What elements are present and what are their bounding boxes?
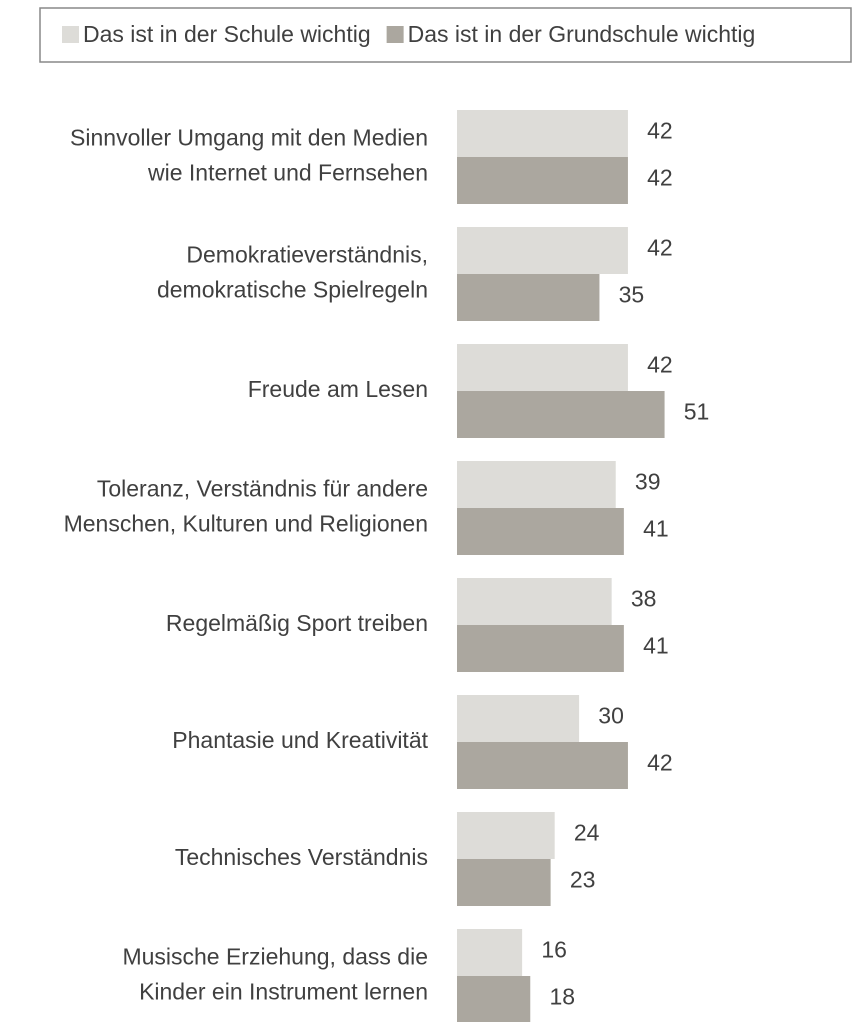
category-label: Technisches Verständnis [175, 844, 428, 870]
value-label: 23 [570, 867, 596, 893]
category-label: Sinnvoller Umgang mit den Medien [70, 125, 428, 151]
bar [457, 929, 523, 976]
category-label: wie Internet und Fernsehen [147, 160, 428, 186]
bar [457, 625, 624, 672]
bar [457, 461, 616, 508]
legend-box [39, 7, 852, 63]
category-label: Demokratieverständnis, [186, 242, 428, 268]
value-label: 35 [619, 282, 645, 308]
legend-label: Das ist in der Grundschule wichtig [408, 21, 756, 47]
bar [457, 227, 628, 274]
value-label: 18 [549, 984, 575, 1010]
value-label: 24 [574, 820, 600, 846]
value-label: 42 [647, 235, 673, 261]
value-label: 42 [647, 165, 673, 191]
bar [457, 157, 628, 204]
category-label: demokratische Spielregeln [157, 277, 428, 303]
value-label: 30 [598, 703, 624, 729]
category-label: Freude am Lesen [248, 376, 428, 402]
bar [457, 508, 624, 555]
bar [457, 812, 555, 859]
category-label: Phantasie und Kreativität [172, 727, 428, 753]
bar [457, 859, 551, 906]
value-label: 51 [684, 399, 710, 425]
bar [457, 742, 628, 789]
value-label: 41 [643, 516, 669, 542]
value-label: 41 [643, 633, 669, 659]
bar [457, 110, 628, 157]
value-label: 38 [631, 586, 657, 612]
value-label: 42 [647, 750, 673, 776]
bar [457, 391, 665, 438]
bar [457, 976, 531, 1022]
bar [457, 695, 580, 742]
bar [457, 274, 600, 321]
category-label: Regelmäßig Sport treiben [166, 610, 428, 636]
legend-swatch [386, 26, 404, 43]
value-label: 16 [541, 937, 567, 963]
value-label: 42 [647, 352, 673, 378]
category-label: Toleranz, Verständnis für andere [97, 476, 428, 502]
value-label: 39 [635, 469, 661, 495]
legend-label: Das ist in der Schule wichtig [83, 21, 371, 47]
value-label: 42 [647, 118, 673, 144]
legend-swatch [62, 26, 79, 43]
bar [457, 578, 612, 625]
bar [457, 344, 628, 391]
category-label: Menschen, Kulturen und Religionen [64, 511, 428, 537]
category-label: Musische Erziehung, dass die [122, 944, 428, 970]
category-label: Kinder ein Instrument lernen [139, 979, 428, 1005]
